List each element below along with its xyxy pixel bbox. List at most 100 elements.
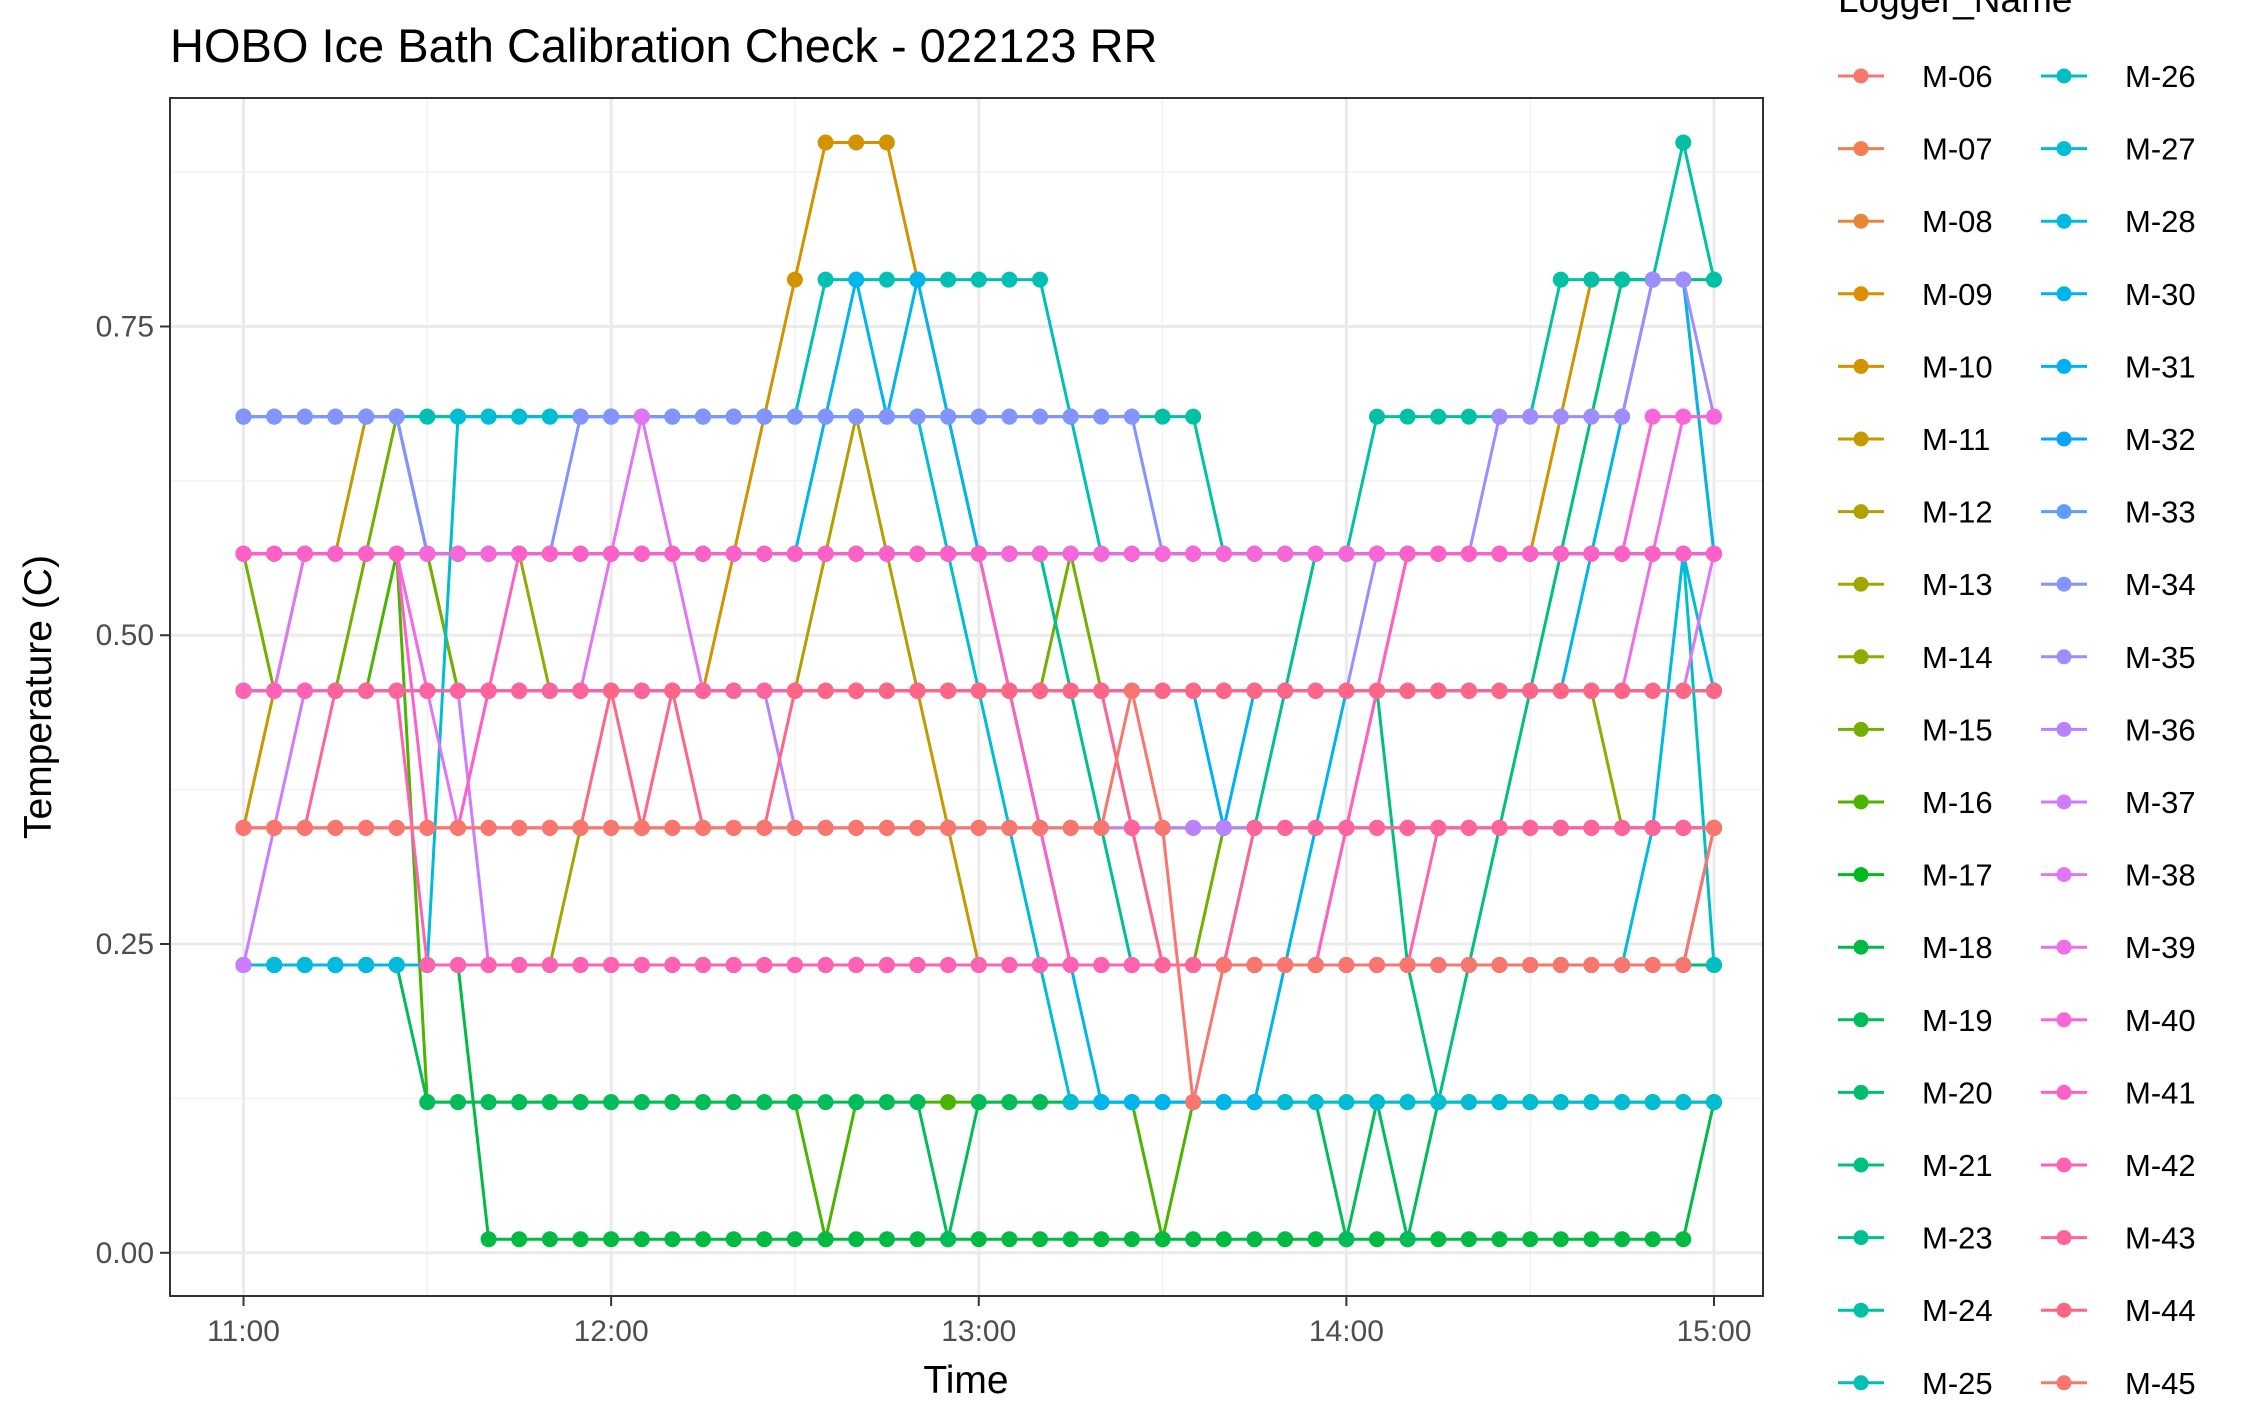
y-axis: 0.00 0.25 0.50 0.75 [96, 310, 170, 1270]
legend-label: M-15 [1922, 712, 1993, 747]
legend-label: M-19 [1922, 1003, 1993, 1038]
data-point-M-28 [296, 957, 313, 973]
data-point-M-18 [695, 1231, 711, 1248]
legend-key-point [1853, 213, 1869, 229]
legend-item-M-07: M-07 [1838, 132, 1993, 167]
legend-label: M-44 [2125, 1293, 2196, 1328]
data-point-M-40 [1369, 545, 1385, 562]
legend-item-M-08: M-08 [1838, 204, 1993, 239]
data-point-M-42 [664, 957, 681, 973]
data-point-M-44 [1338, 682, 1355, 699]
data-point-M-27 [1277, 1094, 1294, 1111]
data-point-M-29 [1215, 1094, 1232, 1111]
series-lines [235, 134, 1722, 1248]
data-point-M-40 [1123, 545, 1140, 562]
data-point-M-44 [1491, 682, 1508, 699]
legend-label: M-14 [1922, 640, 1993, 675]
data-point-M-45 [695, 819, 711, 836]
data-point-M-45 [1399, 957, 1416, 973]
data-point-M-18 [786, 1231, 803, 1248]
y-tick-label: 0.50 [96, 619, 154, 652]
data-point-M-41 [1552, 545, 1569, 562]
data-point-M-42 [480, 957, 497, 973]
data-point-M-42 [572, 957, 589, 973]
data-point-M-28 [327, 957, 344, 973]
data-point-M-24 [1399, 408, 1416, 425]
data-point-M-41 [940, 545, 957, 562]
legend-item-M-16: M-16 [1838, 785, 1993, 820]
data-point-M-19 [848, 1094, 865, 1111]
data-point-M-41 [1399, 545, 1416, 562]
data-point-M-45 [511, 819, 528, 836]
data-point-M-41 [1614, 545, 1631, 562]
data-point-M-45 [1644, 957, 1661, 973]
data-point-M-18 [1369, 1231, 1385, 1248]
data-point-M-35 [1522, 408, 1539, 425]
legend-label: M-27 [2125, 132, 2196, 167]
data-point-M-10 [786, 271, 803, 288]
data-point-M-45 [419, 819, 436, 836]
legend-item-M-37: M-37 [2041, 785, 2196, 820]
legend-label: M-39 [2125, 930, 2196, 965]
data-point-M-40 [1307, 545, 1324, 562]
legend-item-M-19: M-19 [1838, 1003, 1993, 1038]
data-point-M-44 [1675, 682, 1692, 699]
data-point-M-45 [1154, 819, 1171, 836]
data-point-M-34 [940, 408, 957, 425]
data-point-M-43 [1491, 819, 1508, 836]
data-point-M-40 [1001, 545, 1018, 562]
data-point-M-24 [1185, 408, 1202, 425]
data-point-M-45 [1123, 682, 1140, 699]
data-point-M-45 [786, 819, 803, 836]
legend-key-point [2056, 358, 2072, 374]
data-point-M-19 [633, 1094, 650, 1111]
data-point-M-18 [909, 1231, 926, 1248]
data-point-M-40 [1032, 545, 1048, 562]
data-point-M-36 [1185, 819, 1202, 836]
legend-label: M-32 [2125, 422, 2196, 457]
data-point-M-43 [725, 682, 742, 699]
data-point-M-27 [1338, 1094, 1355, 1111]
data-point-M-45 [633, 819, 650, 836]
legend-key-point [1853, 576, 1869, 592]
legend-item-M-36: M-36 [2041, 712, 2196, 747]
legend-item-M-43: M-43 [2041, 1221, 2196, 1256]
legend-label: M-16 [1922, 785, 1993, 820]
data-point-M-45 [235, 819, 252, 836]
data-point-M-18 [1062, 1231, 1079, 1248]
data-point-M-40 [1338, 545, 1355, 562]
legend-item-M-42: M-42 [2041, 1148, 2196, 1183]
legend-item-M-09: M-09 [1838, 277, 1993, 312]
data-point-M-45 [878, 819, 895, 836]
data-point-M-24 [1614, 271, 1631, 288]
legend-label: M-17 [1922, 858, 1993, 893]
data-point-M-19 [1032, 1094, 1048, 1111]
data-point-M-42 [419, 957, 436, 973]
data-point-M-45 [266, 819, 283, 836]
data-point-M-45 [388, 819, 405, 836]
data-point-M-27 [1675, 1094, 1692, 1111]
data-point-M-34 [296, 408, 313, 425]
data-point-M-18 [1093, 1231, 1110, 1248]
data-point-M-41 [1583, 545, 1600, 562]
data-point-M-19 [450, 1094, 466, 1111]
data-point-M-24 [1154, 408, 1171, 425]
data-point-M-34 [603, 408, 620, 425]
data-point-M-41 [695, 545, 711, 562]
data-point-M-41 [1522, 545, 1539, 562]
legend-key-point [2056, 649, 2072, 665]
data-point-M-41 [235, 545, 252, 562]
data-point-M-43 [1246, 819, 1263, 836]
data-point-M-27 [1369, 1094, 1385, 1111]
data-point-M-45 [1001, 819, 1018, 836]
data-point-M-29 [1154, 1094, 1171, 1111]
data-point-M-34 [572, 408, 589, 425]
legend-label: M-43 [2125, 1221, 2196, 1256]
data-point-M-18 [572, 1231, 589, 1248]
legend-item-M-40: M-40 [2041, 1003, 2196, 1038]
data-point-M-45 [1522, 957, 1539, 973]
data-point-M-43 [1583, 819, 1600, 836]
data-point-M-19 [940, 1231, 957, 1248]
data-point-M-43 [1307, 819, 1324, 836]
data-point-M-35 [1583, 408, 1600, 425]
